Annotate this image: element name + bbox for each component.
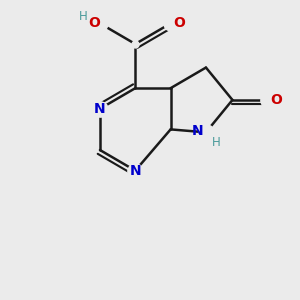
Text: H: H bbox=[80, 10, 88, 22]
Text: O: O bbox=[271, 93, 283, 107]
Text: N: N bbox=[94, 102, 106, 116]
Text: O: O bbox=[174, 16, 185, 30]
Text: N: N bbox=[191, 124, 203, 138]
Text: H: H bbox=[212, 136, 220, 149]
Text: O: O bbox=[88, 16, 100, 30]
Text: N: N bbox=[130, 164, 141, 178]
